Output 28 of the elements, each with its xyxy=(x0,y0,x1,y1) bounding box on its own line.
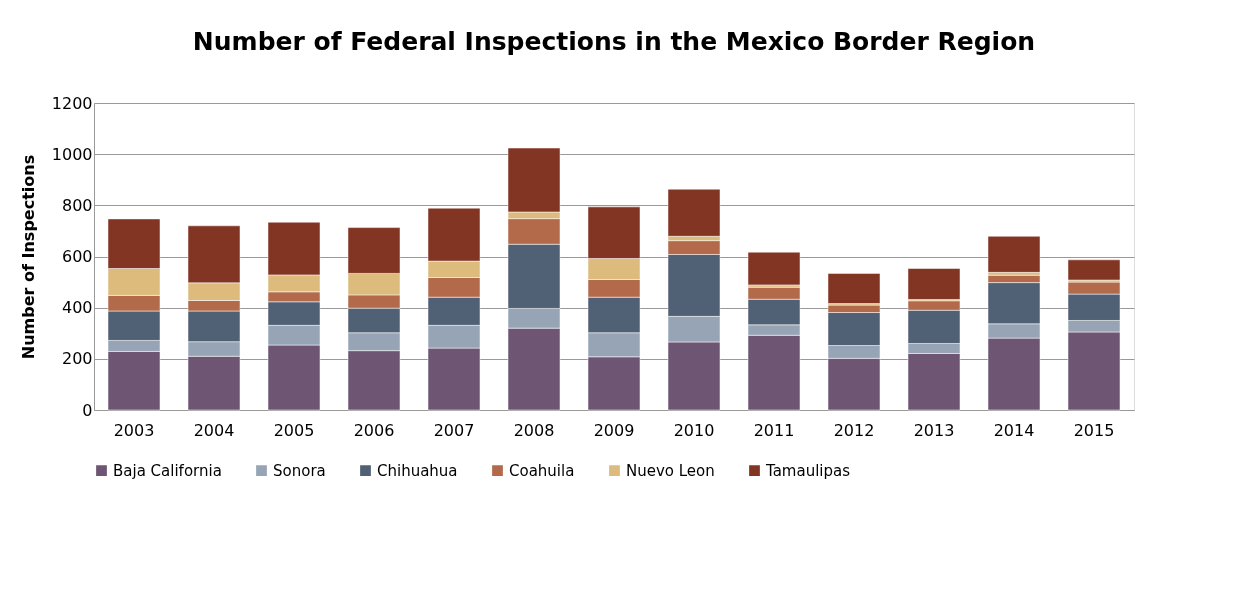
x-tick-label: 2005 xyxy=(273,420,315,440)
legend-label: Sonora xyxy=(273,461,326,480)
x-tick-label: 2011 xyxy=(753,420,795,440)
y-axis-title: Number of Inspections xyxy=(18,154,38,360)
y-tick-label: 1000 xyxy=(51,144,93,164)
x-tick-label: 2004 xyxy=(193,420,235,440)
x-tick-label: 2009 xyxy=(593,420,635,440)
legend-label: Tamaulipas xyxy=(765,461,851,480)
chart-title: Number of Federal Inspections in the Mexico Border Region xyxy=(192,27,1036,56)
x-tick-label: 2007 xyxy=(433,420,475,440)
legend-label: Chihuahua xyxy=(377,461,458,480)
y-tick-label: 0 xyxy=(82,400,93,420)
x-tick-label: 2012 xyxy=(833,420,875,440)
x-tick-label: 2015 xyxy=(1073,420,1115,440)
x-tick-label: 2003 xyxy=(113,420,155,440)
y-tick-label: 400 xyxy=(61,298,93,318)
legend-label: Nuevo Leon xyxy=(626,461,715,480)
y-tick-label: 200 xyxy=(61,349,93,369)
y-tick-label: 1200 xyxy=(51,93,93,113)
x-tick-label: 2014 xyxy=(993,420,1035,440)
x-tick-label: 2013 xyxy=(913,420,955,440)
legend-label: Coahuila xyxy=(509,461,575,480)
x-tick-label: 2010 xyxy=(673,420,715,440)
y-tick-label: 800 xyxy=(61,195,93,215)
y-tick-label: 600 xyxy=(61,247,93,266)
legend-label: Baja California xyxy=(113,461,222,480)
x-tick-label: 2006 xyxy=(353,420,395,440)
x-tick-label: 2008 xyxy=(513,420,555,440)
